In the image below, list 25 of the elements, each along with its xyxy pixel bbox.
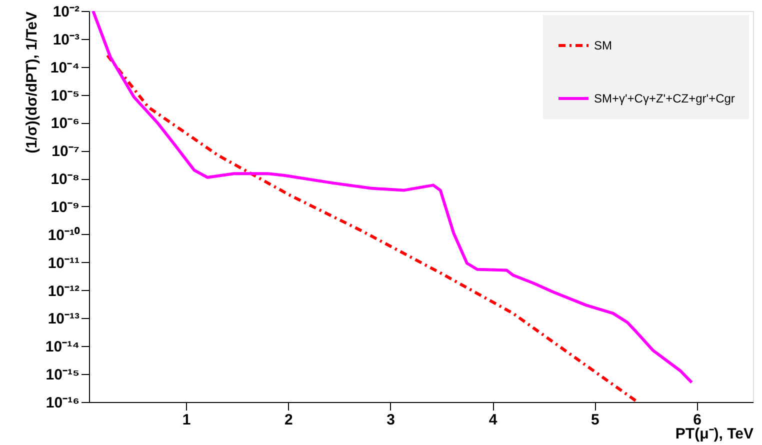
legend-label: SM: [594, 38, 612, 52]
y-tick-label: 10⁻⁶: [50, 115, 80, 132]
y-axis-title: (1/σ)(dσ/dPT), 1/TeV: [23, 12, 40, 154]
y-tick-label: 10⁻⁷: [52, 143, 80, 160]
x-tick-label: 3: [386, 412, 396, 428]
y-tick-label: 10⁻¹¹: [48, 254, 80, 272]
x-axis-title: PT(μ⁻), TeV: [675, 426, 754, 442]
y-tick-label: 10⁻¹³: [48, 310, 80, 328]
y-tick-label: 10⁻¹⁶: [46, 394, 80, 412]
y-tick-label: 10⁻¹²: [48, 282, 80, 300]
x-tick-label: 4: [488, 412, 498, 428]
y-tick-label: 10⁻⁴: [50, 59, 80, 76]
x-tick-label: 5: [590, 412, 600, 428]
legend-label: SM+γ'+Cγ+Z'+CZ+gr'+Cgr: [594, 92, 735, 106]
y-tick-label: 10⁻⁵: [50, 87, 80, 104]
y-tick-label: 10⁻¹⁵: [46, 366, 80, 384]
y-tick-label: 10⁻¹⁴: [45, 338, 80, 356]
y-tick-label: 10⁻³: [52, 31, 80, 48]
x-tick-label: 2: [284, 412, 293, 428]
x-tick-label: 1: [182, 412, 191, 428]
y-tick-label: 10⁻²: [52, 4, 80, 20]
y-tick-label: 10⁻¹⁰: [48, 226, 80, 244]
y-tick-label: 10⁻⁹: [50, 199, 80, 216]
y-tick-label: 10⁻⁸: [50, 171, 80, 188]
x-tick-label: 6: [693, 412, 702, 428]
